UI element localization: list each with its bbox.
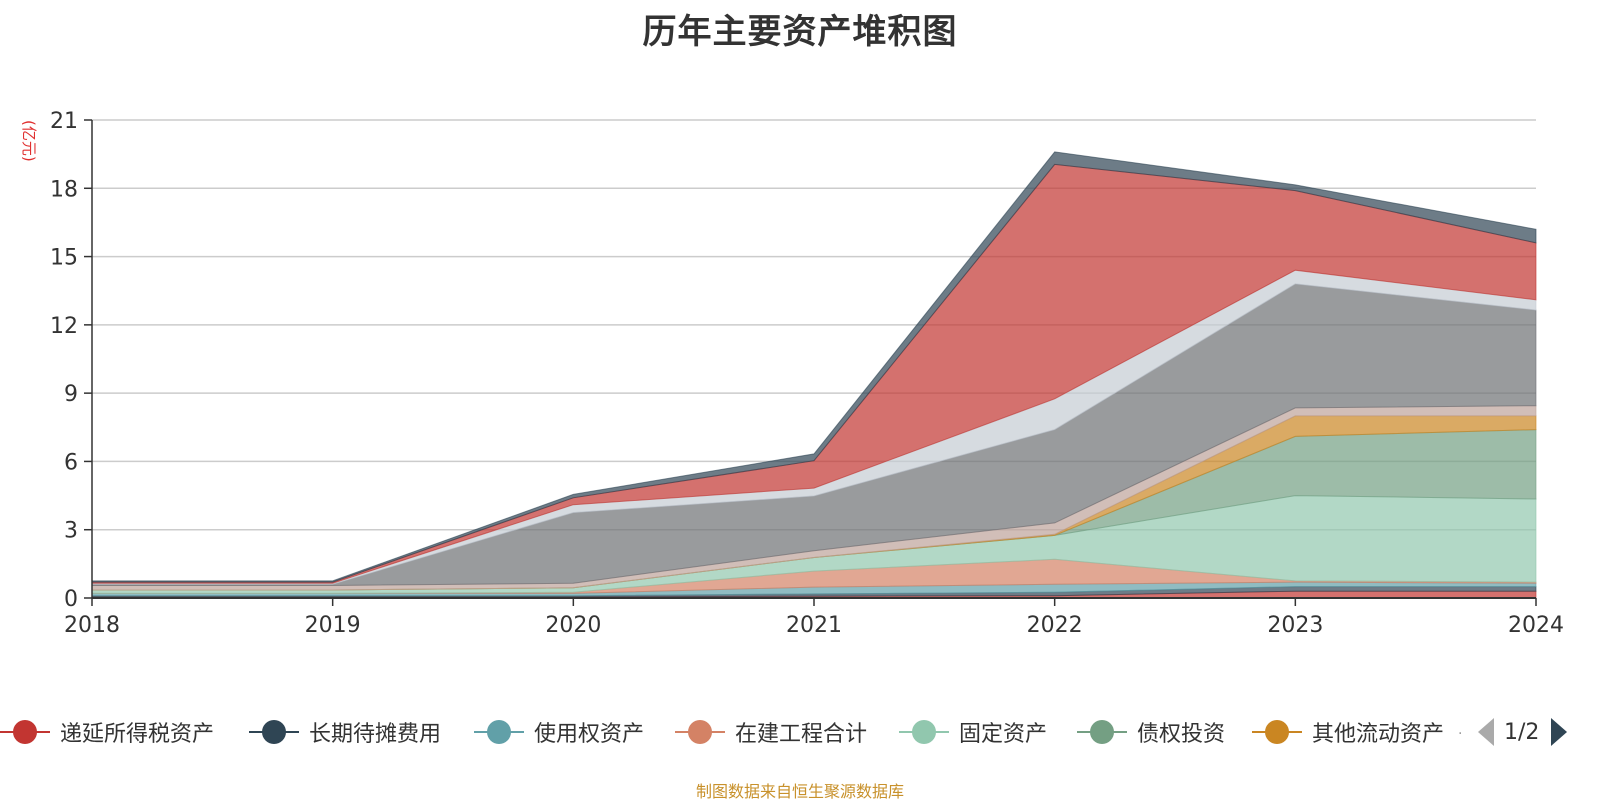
x-tick-label: 2023 [1267, 613, 1323, 638]
legend-label: 长期待摊费用 [309, 722, 442, 747]
legend-item[interactable]: 其他流动资产 [1252, 712, 1444, 752]
legend-marker-icon [1077, 719, 1127, 745]
legend-marker-icon [474, 719, 524, 745]
pager-text: 1/2 [1504, 719, 1540, 745]
area-series-12[interactable] [91, 151, 1537, 583]
pager-prev-icon[interactable] [1478, 718, 1494, 746]
legend: 递延所得税资产 长期待摊费用 使用权资产 在建工程合计 固定资产 债权投资 其他流动资产 · [0, 712, 1600, 752]
legend-item[interactable]: 固定资产 [899, 712, 1047, 752]
legend-marker-icon [0, 719, 50, 745]
y-tick-label: 18 [50, 177, 78, 202]
legend-item[interactable]: 长期待摊费用 [249, 712, 441, 752]
legend-label: 其他流动资产 [1312, 722, 1445, 747]
y-tick-label: 0 [64, 587, 78, 612]
x-tick-label: 2021 [786, 613, 842, 638]
pager-next-icon[interactable] [1551, 718, 1568, 746]
legend-item[interactable]: 债权投资 [1077, 712, 1225, 752]
legend-item[interactable]: 使用权资产 [474, 712, 644, 752]
legend-overflow-dot: · [1458, 726, 1463, 742]
axes: 0 3 6 9 12 15 18 21 2018 2019 2020 2021 2022 2023 2024 [50, 109, 1564, 638]
legend-label: 在建工程合计 [735, 722, 868, 747]
legend-label: 固定资产 [959, 722, 1048, 747]
legend-label: 递延所得税资产 [60, 722, 215, 747]
legend-marker-icon [899, 719, 949, 745]
x-tick-label: 2024 [1508, 613, 1564, 638]
x-tick-label: 2022 [1027, 613, 1083, 638]
y-tick-label: 12 [50, 314, 78, 339]
legend-marker-icon [1252, 719, 1302, 745]
y-tick-label: 21 [50, 109, 78, 134]
legend-marker-icon [249, 719, 299, 745]
legend-item[interactable]: 在建工程合计 [675, 712, 867, 752]
y-tick-label: 15 [50, 246, 78, 271]
chart-title: 历年主要资产堆积图 [642, 12, 958, 52]
legend-label: 使用权资产 [534, 722, 645, 747]
y-tick-label: 3 [64, 519, 78, 544]
legend-marker-icon [675, 719, 725, 745]
stacked-area-chart: 0 3 6 9 12 15 18 21 2018 2019 2020 2021 2022 2023 2024 [50, 109, 1564, 638]
x-tick-label: 2019 [305, 613, 361, 638]
y-tick-label: 9 [64, 382, 78, 407]
data-source-note: 制图数据来自恒生聚源数据库 [695, 782, 904, 801]
legend-label: 债权投资 [1137, 722, 1226, 747]
x-tick-label: 2018 [64, 613, 120, 638]
x-tick-label: 2020 [545, 613, 601, 638]
y-tick-label: 6 [64, 450, 78, 475]
legend-item[interactable]: 递延所得税资产 [0, 712, 214, 752]
area-series [91, 151, 1537, 599]
legend-pager: 1/2 [1478, 712, 1568, 752]
